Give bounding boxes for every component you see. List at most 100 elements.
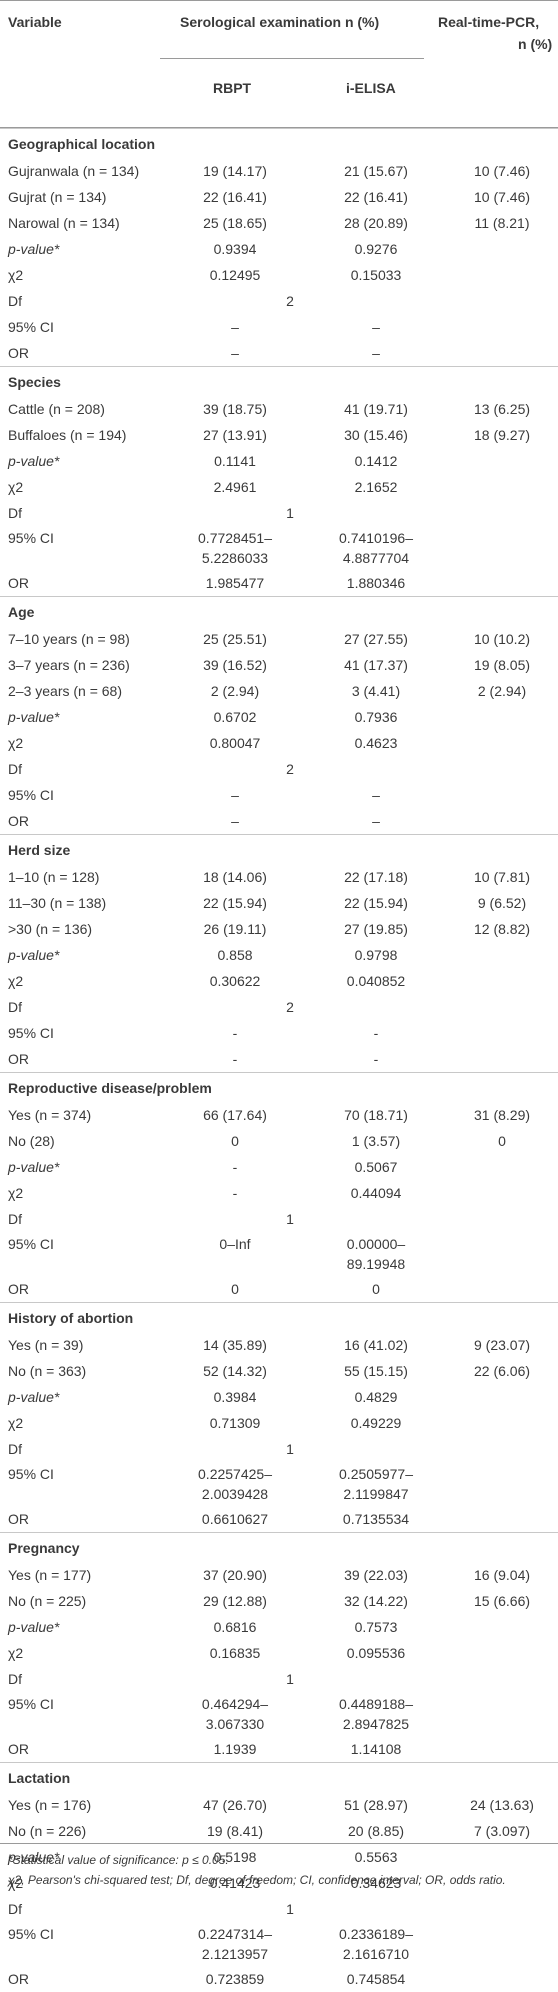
- row-label: 95% CI: [8, 1236, 54, 1252]
- table-row: 95% CI 0.464294– 0.4489188– 3.067330 2.89478…: [0, 1692, 558, 1736]
- df-value: 1: [286, 1671, 294, 1687]
- row-label: χ2: [8, 1645, 24, 1661]
- rbpt-value: 0.2247314–: [198, 1926, 272, 1942]
- table-row: 95% CI – –: [0, 782, 558, 808]
- section-heading: Age: [0, 596, 558, 626]
- row-label: Yes (n = 176): [8, 1797, 92, 1813]
- table-row: p-value* 0.3984 0.4829: [0, 1384, 558, 1410]
- rbpt-value: 18 (14.06): [203, 869, 267, 885]
- row-label: p-value*: [8, 453, 60, 469]
- ielisa-value: 0.4623: [354, 735, 398, 751]
- section-title: Pregnancy: [8, 1540, 80, 1556]
- rbpt-value: 0.16835: [209, 1645, 261, 1661]
- rbpt-value: -: [232, 1025, 238, 1041]
- table-row: 95% CI 0–Inf 0.00000– 89.19948: [0, 1232, 558, 1276]
- table-row: Df 1: [0, 1666, 558, 1692]
- ielisa-value: 55 (15.15): [344, 1363, 408, 1379]
- section-title: Herd size: [8, 842, 71, 858]
- ielisa-value: 27 (27.55): [344, 631, 408, 647]
- rbpt-value: -: [232, 1159, 238, 1175]
- row-label: 95% CI: [8, 1926, 54, 1942]
- row-label: 95% CI: [8, 530, 54, 546]
- rbpt-value: 0: [231, 1281, 239, 1297]
- pcr-value: 16 (9.04): [473, 1567, 531, 1583]
- rbpt-value: 0.3984: [213, 1389, 257, 1405]
- table-row: Buffaloes (n = 194) 27 (13.91) 30 (15.46) 1…: [0, 422, 558, 448]
- table-row: OR 1.1939 1.14108: [0, 1736, 558, 1762]
- ielisa-value: 0.7573: [354, 1619, 398, 1635]
- ielisa-value-cont: 89.19948: [346, 1256, 406, 1272]
- row-label: OR: [8, 1971, 29, 1987]
- pcr-value: 10 (10.2): [473, 631, 531, 647]
- rbpt-value: -: [232, 1185, 238, 1201]
- row-label: OR: [8, 1741, 29, 1757]
- ielisa-value: 51 (28.97): [344, 1797, 408, 1813]
- header-variable: Variable: [8, 14, 62, 30]
- table-row: Df 1: [0, 500, 558, 526]
- ielisa-value: 3 (4.41): [351, 683, 401, 699]
- rbpt-value: 29 (12.88): [203, 1593, 267, 1609]
- table-row: Df 1: [0, 1436, 558, 1462]
- ielisa-value: –: [372, 787, 380, 803]
- row-label: Gujranwala (n = 134): [8, 163, 140, 179]
- section-title: Age: [8, 604, 35, 620]
- row-label: Df: [8, 1441, 22, 1457]
- rbpt-value: -: [232, 1051, 238, 1067]
- table-row: Yes (n = 374) 66 (17.64) 70 (18.71) 31 (8.2…: [0, 1102, 558, 1128]
- row-label: Df: [8, 1671, 22, 1687]
- row-label: 95% CI: [8, 787, 54, 803]
- pcr-value: 12 (8.82): [473, 921, 531, 937]
- rbpt-value: 47 (26.70): [203, 1797, 267, 1813]
- ielisa-value: 0: [372, 1281, 380, 1297]
- df-value: 1: [286, 1211, 294, 1227]
- table-row: Df 1: [0, 1896, 558, 1922]
- row-label: 95% CI: [8, 319, 54, 335]
- section-title: Lactation: [8, 1770, 71, 1786]
- pcr-value: 9 (23.07): [473, 1337, 531, 1353]
- row-label: p-value*: [8, 1389, 60, 1405]
- table-row: OR 0 0: [0, 1276, 558, 1302]
- row-label: Df: [8, 761, 22, 777]
- row-label: χ2: [8, 479, 24, 495]
- table-row: p-value* 0.858 0.9798: [0, 942, 558, 968]
- rbpt-value: 39 (16.52): [203, 657, 267, 673]
- ielisa-value: 27 (19.85): [344, 921, 408, 937]
- table-row: OR – –: [0, 808, 558, 834]
- rbpt-value: 52 (14.32): [203, 1363, 267, 1379]
- rbpt-value: –: [231, 319, 239, 335]
- ielisa-value: –: [372, 319, 380, 335]
- rbpt-value: 0.858: [217, 947, 253, 963]
- ielisa-value: 0.34623: [350, 1875, 402, 1891]
- ielisa-value: 0.5067: [354, 1159, 398, 1175]
- ielisa-value: 22 (17.18): [344, 869, 408, 885]
- table-row: Df 2: [0, 288, 558, 314]
- ielisa-value: 41 (17.37): [344, 657, 408, 673]
- ielisa-value: 39 (22.03): [344, 1567, 408, 1583]
- row-label: 95% CI: [8, 1466, 54, 1482]
- rbpt-value: 0.6610627: [201, 1511, 269, 1527]
- rbpt-value: 0.71309: [209, 1415, 261, 1431]
- ielisa-value: 22 (15.94): [344, 895, 408, 911]
- header-rtpcr-line2: n (%): [518, 36, 553, 52]
- table-row: p-value* 0.6702 0.7936: [0, 704, 558, 730]
- row-label: p-value*: [8, 1849, 60, 1865]
- rbpt-value-cont: 2.1213957: [201, 1946, 269, 1962]
- rbpt-value: 22 (16.41): [203, 189, 267, 205]
- ielisa-value: 0.9276: [354, 241, 398, 257]
- ielisa-value: 0.2505977–: [339, 1466, 413, 1482]
- row-label: No (n = 226): [8, 1823, 87, 1839]
- ielisa-value: 20 (8.85): [347, 1823, 405, 1839]
- pcr-value: 0: [498, 1133, 506, 1149]
- row-label: Df: [8, 999, 22, 1015]
- table-row: p-value* 0.1141 0.1412: [0, 448, 558, 474]
- row-label: p-value*: [8, 241, 60, 257]
- rbpt-value: 37 (20.90): [203, 1567, 267, 1583]
- row-label: Buffaloes (n = 194): [8, 427, 127, 443]
- table-row: p-value* 0.6816 0.7573: [0, 1614, 558, 1640]
- table-header: Variable Serological examination n (%) R…: [0, 0, 558, 128]
- row-label: No (n = 225): [8, 1593, 87, 1609]
- table-row: Gujranwala (n = 134) 19 (14.17) 21 (15.67)…: [0, 158, 558, 184]
- row-label: Yes (n = 374): [8, 1107, 92, 1123]
- ielisa-value: 0.2336189–: [339, 1926, 413, 1942]
- row-label: Cattle (n = 208): [8, 401, 105, 417]
